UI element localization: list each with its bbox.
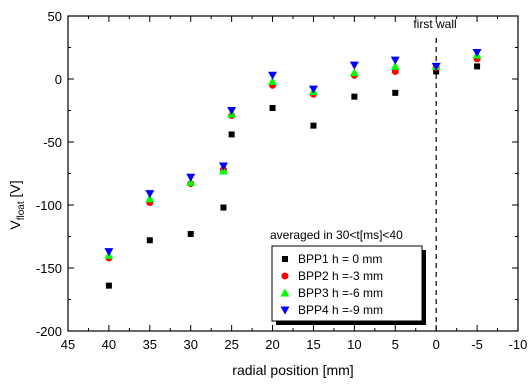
legend-label: BPP2 h =-3 mm (298, 269, 383, 283)
series-1 (105, 63, 481, 289)
legend-box (271, 245, 423, 322)
data-point (349, 61, 359, 70)
data-point (218, 162, 228, 171)
x-tick-label: 10 (347, 337, 361, 352)
first-wall-label: first wall (413, 17, 456, 31)
x-tick-label: 25 (224, 337, 238, 352)
data-point (349, 68, 359, 77)
data-point (310, 122, 317, 129)
series-4 (104, 49, 482, 257)
data-point (308, 85, 318, 94)
data-point (105, 282, 112, 289)
data-point (433, 68, 440, 75)
x-tick-label: 20 (265, 337, 279, 352)
x-tick-label: 0 (433, 337, 440, 352)
x-tick-label: 35 (143, 337, 157, 352)
legend: BPP1 h = 0 mm BPP2 h =-3 mm BPP3 h =-6 mm B… (271, 245, 426, 325)
data-point (145, 194, 155, 203)
legend-label: BPP1 h = 0 mm (298, 252, 382, 266)
legend-label: BPP3 h =-6 mm (298, 286, 383, 300)
data-point (268, 77, 278, 86)
x-axis-title: radial position [mm] (232, 362, 353, 378)
x-tick-label: 40 (102, 337, 116, 352)
data-point (220, 204, 227, 211)
data-point (146, 237, 153, 244)
data-point (431, 62, 441, 71)
data-point (392, 89, 399, 96)
legend-label: BPP4 h =-9 mm (298, 303, 383, 317)
data-point (145, 190, 155, 199)
data-point (218, 166, 228, 175)
y-axis-title-unit: [V] (7, 180, 23, 201)
axes-layer: 45 40 35 30 25 20 15 10 5 0 -5 -10-200-150-100-5005… (36, 9, 527, 352)
y-tick-label: -150 (36, 261, 62, 276)
y-tick-label: 50 (48, 9, 62, 24)
data-point (186, 173, 196, 182)
data-point (187, 230, 194, 237)
data-point (390, 61, 400, 70)
data-point (227, 107, 237, 115)
data-point (472, 49, 482, 58)
x-tick-label: 30 (183, 337, 197, 352)
data-point (390, 56, 400, 65)
y-axis-title: Vfloat [V] (7, 180, 27, 229)
x-tick-label: 5 (392, 337, 399, 352)
legend-marker (280, 288, 290, 297)
y-axis-title-main: V (7, 220, 23, 230)
data-point (104, 248, 114, 257)
y-tick-label: -100 (36, 198, 62, 213)
y-tick-label: 0 (55, 72, 62, 87)
y-tick-label: -50 (43, 135, 62, 150)
x-tick-label: -5 (471, 337, 483, 352)
x-tick-label: -10 (509, 337, 528, 352)
data-point (186, 177, 196, 186)
data-point (228, 131, 235, 138)
x-tick-label: 45 (61, 337, 75, 352)
x-tick-label: 15 (306, 337, 320, 352)
y-tick-label: -200 (36, 324, 62, 339)
legend-items: BPP1 h = 0 mm BPP2 h =-3 mm BPP3 h =-6 mm B… (280, 252, 383, 317)
marks-layer (104, 49, 482, 289)
y-axis-title-sub: float (16, 201, 27, 220)
data-point (474, 63, 481, 70)
data-point (269, 104, 276, 111)
data-point (268, 71, 278, 80)
legend-title: averaged in 30<t[ms]<40 (270, 228, 403, 242)
legend-marker (282, 256, 288, 262)
legend-marker (281, 272, 289, 280)
data-point (351, 93, 358, 100)
legend-marker (280, 306, 290, 315)
